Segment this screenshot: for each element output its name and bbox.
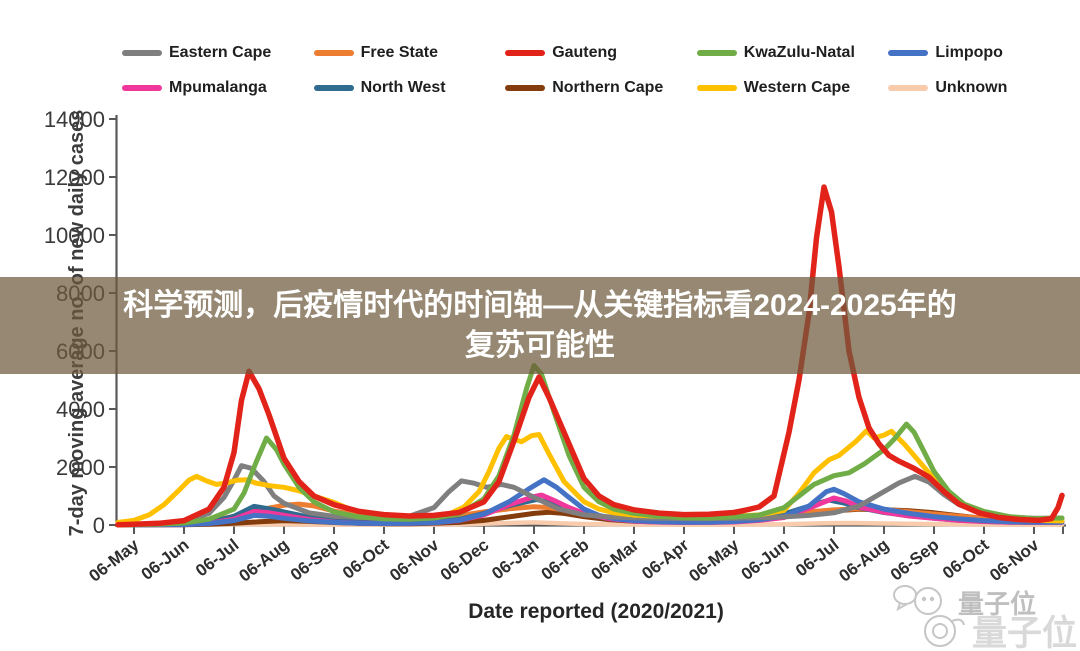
x-tick-label: 06-Aug — [235, 535, 292, 585]
legend-label-kwazulu-natal: KwaZulu-Natal — [743, 44, 855, 61]
x-tick-label: 06-May — [85, 535, 143, 586]
x-tick-label: 06-Dec — [437, 535, 493, 584]
qbitai-logo-icon — [893, 585, 965, 647]
y-tick-label: 4000 — [56, 397, 105, 422]
x-tick-label: 06-Nov — [986, 535, 1043, 585]
x-tick-label: 06-Mar — [588, 535, 643, 584]
y-tick-label: 10000 — [44, 223, 105, 248]
legend-label-mpumalanga: Mpumalanga — [169, 79, 267, 96]
legend-item-mpumalanga: Mpumalanga — [122, 77, 314, 99]
x-tick-label: 06-Jun — [138, 535, 193, 584]
legend-label-free-state: Free State — [360, 44, 438, 61]
series-line-limpopo — [115, 477, 1065, 528]
legend-label-unknown: Unknown — [935, 79, 1008, 96]
legend-swatch-eastern-cape — [122, 50, 162, 56]
legend-label-eastern-cape: Eastern Cape — [169, 44, 272, 61]
watermark-text-lower: 量子位 — [972, 614, 1077, 651]
series-line-mpumalanga — [115, 492, 1065, 528]
x-tick-label: 06-Feb — [538, 535, 593, 584]
legend-swatch-mpumalanga — [122, 85, 162, 91]
legend-label-limpopo: Limpopo — [935, 44, 1003, 61]
series-line-kwazulu-natal — [115, 363, 1065, 528]
legend-label-northern-cape: Northern Cape — [552, 79, 664, 96]
legend-item-northern-cape: Northern Cape — [505, 77, 697, 99]
y-tick-label: 0 — [93, 513, 105, 538]
legend-swatch-gauteng — [505, 50, 546, 56]
x-tick-label: 06-Jun — [738, 535, 793, 584]
banner-title-line-1: 科学预测，后疫情时代的时间轴—从关键指标看2024-2025年的 — [123, 288, 957, 322]
chart-legend: Eastern Cape Free State Gauteng KwaZulu-Nat… — [0, 42, 1080, 112]
legend-label-western-cape: Western Cape — [743, 79, 851, 96]
legend-item-free-state: Free State — [313, 42, 506, 64]
x-tick-label: 06-Aug — [835, 535, 892, 585]
x-tick-label: 06-May — [685, 535, 743, 586]
title-banner: 科学预测，后疫情时代的时间轴—从关键指标看2024-2025年的 复苏可能性 — [0, 277, 1080, 374]
series-line-eastern-cape — [115, 463, 1065, 528]
legend-item-western-cape: Western Cape — [696, 77, 889, 99]
legend-row-1: Eastern Cape Free State Gauteng KwaZulu-Nat… — [0, 42, 1080, 64]
y-tick-label: 14000 — [44, 107, 105, 132]
legend-item-gauteng: Gauteng — [505, 42, 697, 64]
legend-item-kwazulu-natal: KwaZulu-Natal — [696, 42, 889, 64]
legend-item-north-west: North West — [313, 77, 506, 99]
x-tick-label: 06-Oct — [339, 535, 393, 583]
x-tick-label: 06-Sep — [887, 535, 943, 584]
legend-swatch-free-state — [313, 50, 354, 56]
watermark-text-upper: 量子位 — [958, 589, 1036, 619]
series-line-gauteng — [115, 184, 1065, 528]
banner-title-line-2: 复苏可能性 — [465, 328, 615, 362]
x-tick-label: 06-Nov — [386, 535, 443, 585]
y-tick-label: 2000 — [56, 455, 105, 480]
x-tick-label: 06-Jan — [488, 535, 542, 583]
legend-item-limpopo: Limpopo — [888, 42, 1080, 64]
qbitai-watermark: 量子位 量子位 — [893, 585, 1077, 651]
x-tick-label: 06-Oct — [939, 535, 993, 583]
x-tick-label: 06-Apr — [638, 535, 692, 583]
legend-swatch-kwazulu-natal — [696, 50, 737, 56]
legend-swatch-limpopo — [888, 50, 929, 56]
legend-swatch-western-cape — [696, 85, 737, 91]
y-tick-label: 12000 — [44, 165, 105, 190]
legend-label-gauteng: Gauteng — [552, 44, 618, 61]
legend-row-2: Mpumalanga North West Northern Cape Western… — [0, 77, 1080, 99]
legend-swatch-north-west — [313, 85, 354, 91]
legend-item-unknown: Unknown — [888, 77, 1080, 99]
x-tick-label: 06-Jul — [192, 535, 242, 580]
legend-item-eastern-cape: Eastern Cape — [122, 42, 314, 64]
series-line-unknown — [115, 520, 1065, 528]
x-tick-label: 06-Jul — [792, 535, 842, 580]
legend-swatch-unknown — [888, 85, 929, 91]
legend-swatch-northern-cape — [505, 85, 546, 91]
series-line-western-cape — [115, 428, 1065, 525]
legend-label-north-west: North West — [360, 79, 446, 96]
x-tick-label: 06-Sep — [287, 535, 343, 584]
x-axis-title: Date reported (2020/2021) — [468, 600, 724, 623]
